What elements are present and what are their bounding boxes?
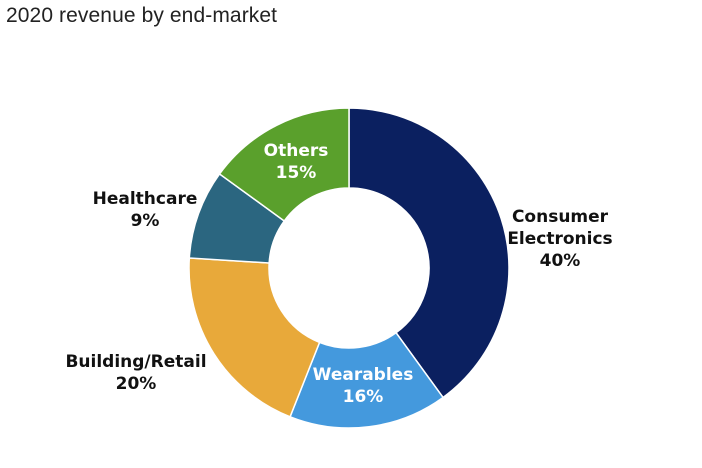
category-label-consumer-electronics: Electronics	[507, 229, 612, 249]
category-label-building-retail: Building/Retail	[65, 352, 206, 372]
slice-consumer-electronics	[348, 107, 510, 399]
value-label-consumer-electronics: 40%	[540, 251, 581, 271]
value-label-others: 15%	[276, 163, 317, 183]
slice-building-retail	[188, 257, 321, 418]
value-label-building-retail: 20%	[116, 374, 157, 394]
category-label-healthcare: Healthcare	[93, 189, 198, 209]
category-label-others: Others	[264, 141, 329, 161]
value-label-healthcare: 9%	[131, 211, 160, 231]
value-label-wearables: 16%	[343, 387, 384, 407]
slice-others	[218, 107, 350, 223]
category-label-wearables: Wearables	[313, 365, 414, 385]
chart-title: 2020 revenue by end-market	[6, 4, 278, 27]
category-label-consumer-electronics: Consumer	[512, 207, 609, 227]
slice-wearables	[289, 331, 445, 429]
